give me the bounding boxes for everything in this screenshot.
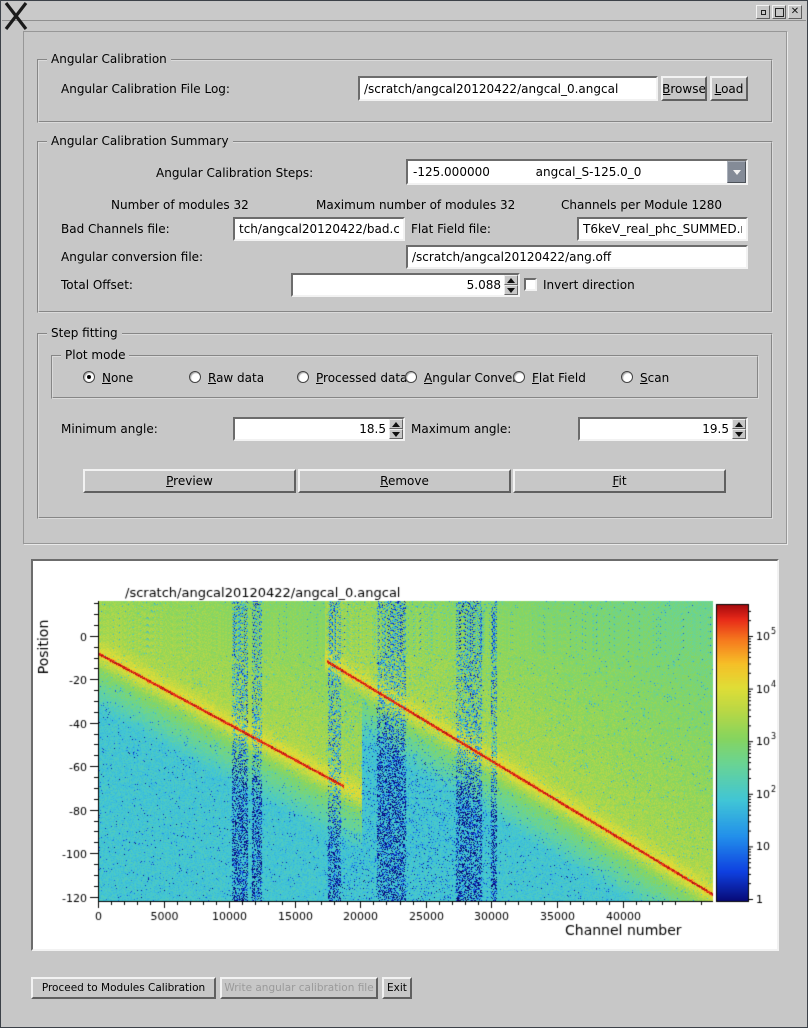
file-log-label: Angular Calibration File Log: [61,82,230,96]
down-arrow-icon [392,431,400,437]
step-fitting-group: Step fitting [37,326,773,519]
total-offset-label: Total Offset: [61,278,133,292]
plot-mode-radio-angular-conversion[interactable] [405,371,417,383]
calibration-heatmap-canvas [33,561,777,949]
bad-channels-input[interactable] [233,217,405,241]
group-title: Angular Calibration Summary [47,134,233,148]
proceed-to-modules-calibration-button[interactable]: Proceed to Modules Calibration [31,977,216,999]
close-button[interactable]: ✕ [788,5,802,19]
maximum-angle-label: Maximum angle: [411,422,512,436]
load-button-label: Load [714,81,744,96]
down-arrow-icon [735,431,743,437]
exit-button[interactable]: Exit [382,977,412,999]
x11-logo-icon [4,2,28,30]
load-button[interactable]: Load [710,76,748,101]
up-arrow-icon [392,421,400,427]
maximum-angle-value: 19.5 [702,422,729,436]
write-angular-calibration-file-button[interactable]: Write angular calibration file [220,977,378,999]
maximize-icon [774,7,784,17]
controls-frame [23,31,787,544]
combobox-dropdown-icon[interactable] [727,161,746,183]
up-arrow-icon [735,421,743,427]
spin-up-button[interactable] [504,275,518,285]
minimize-icon [760,9,766,15]
spin-down-button[interactable] [504,285,518,295]
plot-mode-label-processed-data[interactable]: Processed data [316,371,408,385]
fit-button[interactable]: Fit [513,469,726,493]
plot-mode-radio-processed-data[interactable] [297,371,309,383]
bad-channels-label: Bad Channels file: [61,222,170,236]
plot-mode-radio-none[interactable] [83,371,95,383]
plot-mode-radio-flat-field[interactable] [513,371,525,383]
calibration-steps-combobox[interactable]: -125.000000 angcal_S-125.0_0 [406,159,748,185]
proceed-button-label: Proceed to Modules Calibration [41,982,206,994]
remove-button-label: Remove [380,474,429,488]
plot-mode-label-scan[interactable]: Scan [640,371,670,385]
browse-button-label: Browse [662,81,706,96]
title-bar[interactable]: ✕ [2,2,806,21]
fit-button-label: Fit [612,474,627,488]
maximum-angle-spinbox[interactable]: 19.5 [578,417,748,441]
down-arrow-icon [507,287,515,293]
browse-button[interactable]: Browse [661,76,707,101]
minimum-angle-value: 18.5 [359,422,386,436]
close-icon: ✕ [790,6,800,17]
angular-calibration-group: Angular Calibration [37,52,773,123]
angular-conversion-input[interactable] [406,245,748,269]
angular-calibration-summary-group: Angular Calibration Summary [37,134,773,313]
maximize-button[interactable] [772,5,786,19]
total-offset-spinbox[interactable]: 5.088 [291,273,520,297]
plot-panel [31,559,779,951]
plot-mode-label-flat-field[interactable]: Flat Field [532,371,586,385]
flat-field-input[interactable] [577,217,748,241]
exit-button-label: Exit [387,982,407,994]
minimize-button[interactable] [756,5,770,19]
angular-conversion-label: Angular conversion file: [61,250,204,264]
flat-field-label: Flat Field file: [411,222,491,236]
plot-mode-label-angular-conversion[interactable]: Angular Conver [424,371,518,385]
steps-label: Angular Calibration Steps: [156,166,314,180]
total-offset-value: 5.088 [466,278,501,292]
file-log-input[interactable] [358,76,658,101]
plot-mode-label-raw-data[interactable]: Raw data [208,371,265,385]
spin-up-button[interactable] [732,419,746,429]
invert-direction-label: Invert direction [543,278,635,292]
max-modules-text: Maximum number of modules 32 [316,198,516,212]
group-title: Plot mode [61,348,130,362]
plot-mode-label-none[interactable]: None [102,371,134,385]
preview-button[interactable]: Preview [83,469,296,493]
plot-mode-radio-scan[interactable] [621,371,633,383]
up-arrow-icon [507,277,515,283]
group-title: Angular Calibration [47,52,171,66]
spin-up-button[interactable] [389,419,403,429]
invert-direction-checkbox[interactable] [524,278,537,291]
combobox-value: -125.000000 angcal_S-125.0_0 [413,165,642,179]
plot-mode-group: Plot mode [51,348,759,399]
minimum-angle-spinbox[interactable]: 18.5 [233,417,405,441]
plot-mode-radio-raw-data[interactable] [189,371,201,383]
group-title: Step fitting [47,326,122,340]
spin-down-button[interactable] [389,429,403,439]
number-of-modules-text: Number of modules 32 [111,198,249,212]
remove-button[interactable]: Remove [298,469,511,493]
write-button-label: Write angular calibration file [224,982,374,994]
minimum-angle-label: Minimum angle: [61,422,158,436]
channels-per-module-text: Channels per Module 1280 [561,198,723,212]
preview-button-label: Preview [166,474,213,488]
spin-down-button[interactable] [732,429,746,439]
